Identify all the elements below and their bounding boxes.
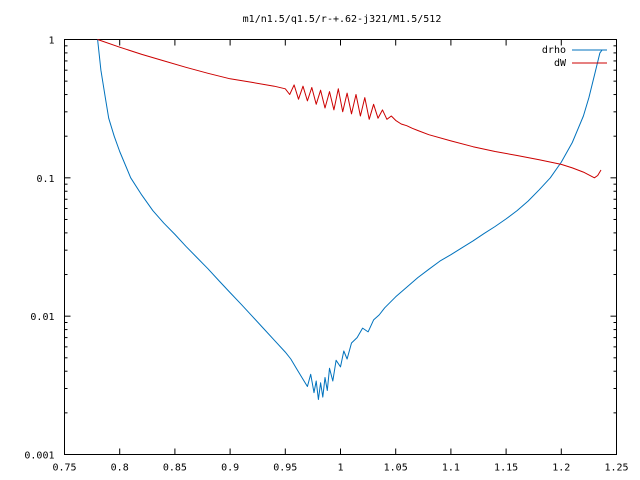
- x-tick-label: 1.2: [552, 463, 570, 474]
- series-layer: [97, 39, 603, 400]
- x-tick-label: 1.25: [604, 463, 628, 474]
- x-tick-label: 1.1: [442, 463, 460, 474]
- x-tick-label: 1: [337, 463, 343, 474]
- x-tick-label: 0.8: [111, 463, 129, 474]
- y-tick-label: 0.001: [24, 451, 54, 462]
- legend: drho dW: [542, 45, 607, 69]
- axis-ticks: 0.75 0.8 0.85 0.9 0.95 1 1.05 1.1 1.15 1.2 1.25 0.0…: [24, 36, 628, 474]
- legend-label-dW: dW: [554, 58, 567, 69]
- legend-label-drho: drho: [542, 45, 566, 56]
- x-tick-label: 0.75: [52, 463, 76, 474]
- y-tick-label: 0.1: [36, 174, 54, 185]
- chart-title: m1/n1.5/q1.5/r-+.62-j321/M1.5/512: [243, 14, 442, 25]
- y-tick-label: 0.01: [30, 312, 54, 323]
- x-tick-label: 1.15: [494, 463, 518, 474]
- series-line-drho: [97, 39, 603, 400]
- x-tick-label: 0.9: [221, 463, 239, 474]
- x-tick-label: 0.85: [163, 463, 187, 474]
- y-tick-label: 1: [48, 36, 54, 47]
- x-tick-label: 0.95: [273, 463, 297, 474]
- x-tick-label: 1.05: [384, 463, 408, 474]
- series-line-dW: [97, 39, 602, 179]
